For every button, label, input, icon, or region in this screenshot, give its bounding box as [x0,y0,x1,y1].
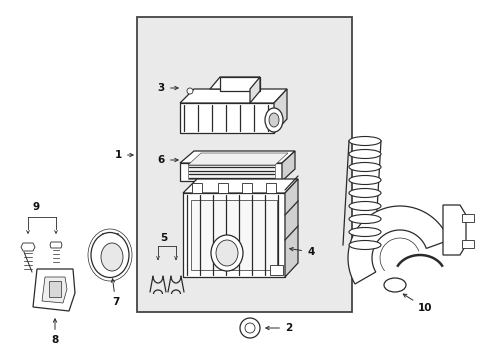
Ellipse shape [216,240,238,266]
Ellipse shape [349,215,381,224]
Polygon shape [33,269,75,311]
Polygon shape [188,165,275,179]
Polygon shape [102,245,120,267]
Ellipse shape [349,189,381,198]
Polygon shape [21,243,35,251]
Ellipse shape [349,228,381,237]
Polygon shape [348,206,449,284]
Polygon shape [191,200,277,270]
Ellipse shape [101,243,123,271]
Polygon shape [188,153,288,165]
Text: 7: 7 [111,279,120,307]
Text: 10: 10 [403,294,433,313]
Polygon shape [102,233,118,237]
Polygon shape [443,205,466,255]
Circle shape [245,323,255,333]
Polygon shape [285,179,298,277]
Text: 6: 6 [158,155,178,165]
Ellipse shape [349,149,381,158]
Ellipse shape [269,113,279,127]
Bar [137,17,352,312]
Ellipse shape [265,108,283,132]
Polygon shape [183,193,285,277]
Polygon shape [462,240,474,248]
Polygon shape [282,151,295,181]
Polygon shape [462,214,474,222]
Polygon shape [180,163,282,181]
Polygon shape [218,183,228,193]
Polygon shape [274,89,287,133]
Polygon shape [183,179,298,193]
Polygon shape [270,265,283,275]
Circle shape [240,318,260,338]
Ellipse shape [211,235,243,271]
Polygon shape [220,77,260,91]
Polygon shape [266,183,276,193]
Text: 4: 4 [290,247,315,257]
Circle shape [187,88,193,94]
Polygon shape [180,151,295,163]
Ellipse shape [349,176,381,185]
Ellipse shape [349,240,381,249]
Ellipse shape [349,202,381,211]
Text: 1: 1 [115,150,133,160]
Ellipse shape [349,162,381,171]
Ellipse shape [349,136,381,145]
Polygon shape [50,242,62,248]
Polygon shape [210,77,260,89]
Polygon shape [180,103,274,133]
Ellipse shape [91,233,129,278]
Text: 8: 8 [51,319,59,345]
Ellipse shape [384,278,406,292]
Polygon shape [42,277,67,303]
Polygon shape [250,77,260,103]
Polygon shape [192,183,202,193]
Polygon shape [49,281,61,297]
Text: 5: 5 [160,233,168,243]
Polygon shape [242,183,252,193]
Text: 9: 9 [32,202,40,212]
Polygon shape [180,89,287,103]
Text: 2: 2 [266,323,292,333]
Text: 3: 3 [158,83,178,93]
